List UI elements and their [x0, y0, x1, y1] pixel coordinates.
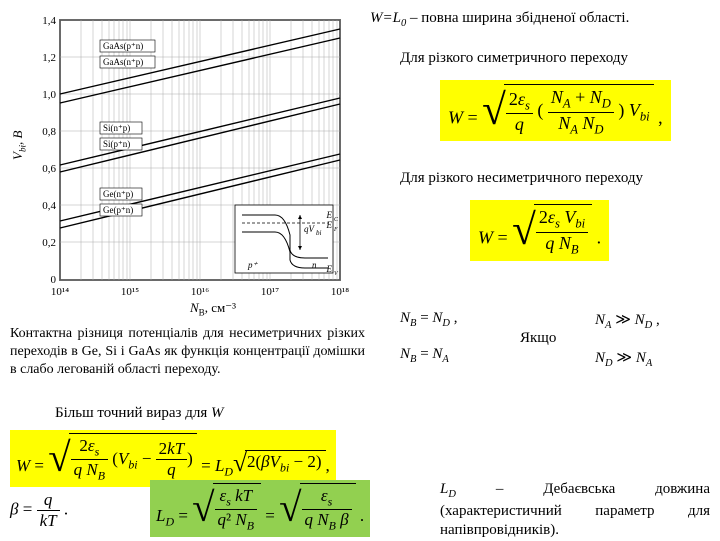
svg-text:bi: bi	[316, 229, 322, 237]
svg-text:10¹⁸: 10¹⁸	[331, 286, 349, 298]
svg-text:n: n	[312, 260, 317, 270]
svg-text:1,0: 1,0	[42, 89, 56, 101]
svg-text:Ge(p⁺n): Ge(p⁺n)	[103, 205, 133, 215]
svg-text:qV: qV	[304, 224, 316, 234]
svg-text:10¹⁷: 10¹⁷	[261, 286, 279, 298]
svg-text:E: E	[326, 210, 333, 220]
conditions-left: NB = ND , NB = NA	[400, 310, 458, 365]
x-axis-label: NB, см⁻³	[190, 300, 236, 318]
svg-text:1,2: 1,2	[42, 52, 56, 64]
svg-text:C: C	[334, 217, 339, 223]
svg-text:GaAs(n⁺p): GaAs(n⁺p)	[103, 57, 143, 67]
formula-asymmetric: W = √2εs Vbiq NB .	[470, 200, 609, 261]
svg-text:10¹⁴: 10¹⁴	[51, 286, 69, 298]
formula-debye-length: LD = √εs kTq² NB = √εsq NB β .	[150, 480, 370, 537]
svg-text:Si(p⁺n): Si(p⁺n)	[103, 139, 130, 149]
svg-text:GaAs(p⁺n): GaAs(p⁺n)	[103, 41, 143, 51]
svg-text:p⁺: p⁺	[247, 260, 259, 270]
asym-heading: Для різкого несиметричного переходу	[400, 170, 643, 187]
svg-text:10¹⁶: 10¹⁶	[191, 286, 209, 298]
formula-symmetric: W = √2εsq ( NA + NDNA ND ) Vbi ,	[440, 80, 671, 141]
svg-text:10¹⁵: 10¹⁵	[121, 286, 139, 298]
formula-exact-w: W = √2εsq NB (Vbi − 2kTq) = LD√2(βVbi − …	[10, 430, 336, 487]
sym-heading: Для різкого симетричного переходу	[400, 50, 628, 67]
svg-text:Ge(n⁺p): Ge(n⁺p)	[103, 189, 133, 199]
debye-caption: LD – Дебаєвська довжина (характеристични…	[440, 480, 710, 541]
svg-text:0,6: 0,6	[42, 163, 56, 175]
svg-text:0,4: 0,4	[42, 200, 56, 212]
svg-text:F: F	[333, 227, 338, 233]
if-label: Якщо	[520, 330, 556, 347]
svg-text:0: 0	[51, 274, 57, 286]
vbi-chart: GaAs(p⁺n) GaAs(n⁺p) Si(n⁺p) Si(p⁺n) Ge(n…	[10, 10, 360, 315]
svg-text:E: E	[326, 264, 333, 274]
svg-text:V: V	[334, 271, 339, 277]
title: W=L0 – повна ширина збідненої області.	[370, 10, 710, 29]
svg-text:1,4: 1,4	[42, 15, 56, 27]
chart-caption: Контактна різниця потенціалів для несиме…	[10, 325, 365, 380]
formula-beta: β = qkT .	[10, 490, 68, 531]
svg-text:0,2: 0,2	[42, 237, 56, 249]
y-axis-label: Vbi, В	[10, 131, 28, 160]
chart-svg: GaAs(p⁺n) GaAs(n⁺p) Si(n⁺p) Si(p⁺n) Ge(n…	[10, 10, 360, 315]
svg-text:Si(n⁺p): Si(n⁺p)	[103, 123, 130, 133]
more-exact-label: Більш точний вираз для W	[55, 405, 223, 422]
svg-text:E: E	[326, 220, 333, 230]
conditions-right: NA ≫ ND , ND ≫ NA	[595, 310, 660, 369]
svg-text:0,8: 0,8	[42, 126, 56, 138]
